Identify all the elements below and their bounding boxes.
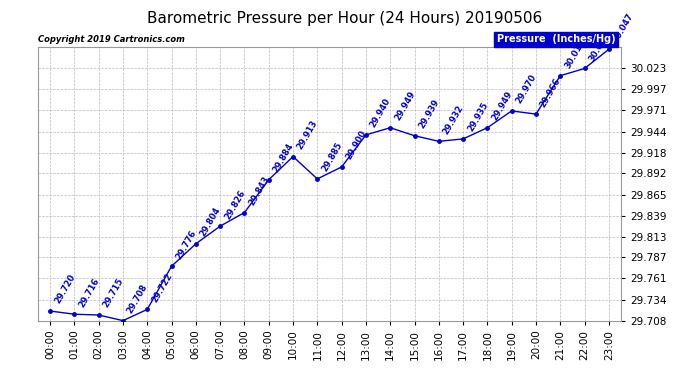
Text: 29.932: 29.932 xyxy=(442,104,466,136)
Text: 30.047: 30.047 xyxy=(611,11,635,44)
Text: Barometric Pressure per Hour (24 Hours) 20190506: Barometric Pressure per Hour (24 Hours) … xyxy=(148,11,542,26)
Text: 29.884: 29.884 xyxy=(272,142,295,174)
Text: 29.720: 29.720 xyxy=(53,273,77,306)
Text: 30.023: 30.023 xyxy=(587,31,611,63)
Text: 29.826: 29.826 xyxy=(223,188,247,220)
Text: 29.949: 29.949 xyxy=(490,90,514,122)
Text: 29.940: 29.940 xyxy=(368,97,393,129)
Text: 29.935: 29.935 xyxy=(466,101,490,134)
Text: 29.966: 29.966 xyxy=(539,76,563,108)
Text: 30.014: 30.014 xyxy=(563,38,587,70)
Text: 29.970: 29.970 xyxy=(515,73,538,105)
Text: 29.708: 29.708 xyxy=(126,283,150,315)
Text: 29.949: 29.949 xyxy=(393,90,417,122)
Text: 29.900: 29.900 xyxy=(344,129,368,161)
Text: 29.939: 29.939 xyxy=(417,98,441,130)
Text: 29.913: 29.913 xyxy=(296,118,319,151)
Text: 29.722: 29.722 xyxy=(150,272,174,304)
Text: 29.716: 29.716 xyxy=(77,276,101,309)
Text: Copyright 2019 Cartronics.com: Copyright 2019 Cartronics.com xyxy=(38,35,185,44)
Text: 29.804: 29.804 xyxy=(199,206,223,238)
Text: 29.843: 29.843 xyxy=(247,175,271,207)
Text: Pressure  (Inches/Hg): Pressure (Inches/Hg) xyxy=(497,34,615,44)
Text: 29.776: 29.776 xyxy=(175,228,198,261)
Text: 29.885: 29.885 xyxy=(320,141,344,173)
Text: 29.715: 29.715 xyxy=(101,277,126,309)
